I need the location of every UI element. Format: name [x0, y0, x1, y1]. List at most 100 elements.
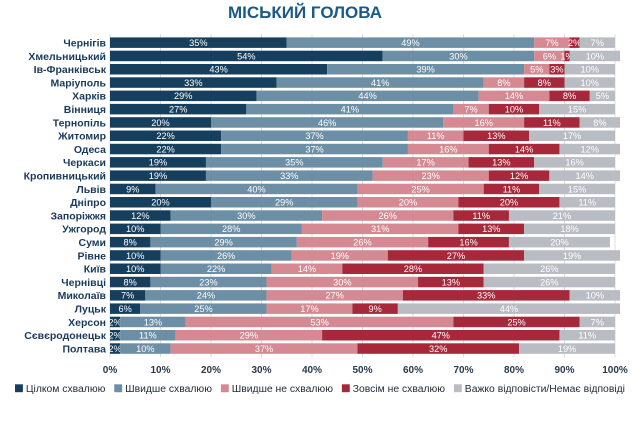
data-label: 11%	[472, 211, 490, 221]
bar-segment	[110, 37, 287, 48]
bar-segment	[120, 343, 171, 354]
bar-segment	[155, 183, 358, 195]
bar-segment	[110, 263, 161, 274]
data-label: 20%	[500, 198, 518, 208]
bar-segment	[110, 170, 206, 181]
data-label: 27%	[447, 251, 465, 261]
data-label: 11%	[578, 331, 596, 341]
bar-segment	[211, 197, 358, 208]
data-label: 18%	[560, 224, 578, 234]
bar-segment	[150, 236, 297, 248]
bar-segment	[327, 64, 525, 75]
category-label: Львів	[76, 184, 106, 196]
bar-segment	[458, 197, 560, 208]
category-label: Сєвєродонецьк	[24, 330, 106, 342]
data-label: 5%	[530, 65, 543, 75]
bar-segment	[508, 210, 615, 221]
data-label: 44%	[500, 304, 518, 314]
data-label: 7%	[591, 38, 604, 48]
bar-row: 19% 33% 23% 12% 14%	[110, 170, 621, 181]
category-label: Дніпро	[70, 197, 106, 209]
bar-segment	[407, 143, 489, 155]
category-label: Київ	[84, 264, 107, 276]
bar-segment	[357, 183, 484, 195]
bar-segment	[160, 250, 292, 261]
data-label: 10%	[126, 224, 144, 234]
bar-segment	[221, 130, 408, 141]
data-label: 26%	[540, 264, 558, 274]
bar-segment	[352, 303, 398, 314]
data-label: 10%	[136, 344, 154, 354]
bar-segment	[549, 170, 621, 181]
category-label: Одеса	[74, 144, 106, 156]
bar-segment	[185, 316, 454, 328]
data-label: 16%	[565, 158, 583, 168]
bar-segment	[145, 290, 267, 301]
data-label: 26%	[217, 251, 235, 261]
bar-segment	[539, 183, 615, 195]
bar-segment	[276, 77, 484, 88]
data-label: 7%	[545, 38, 558, 48]
data-label: 27%	[326, 291, 344, 301]
data-label: 11%	[543, 118, 561, 128]
bar-segment	[342, 263, 484, 274]
x-tick-label: 20%	[201, 365, 221, 376]
data-label: 29%	[240, 331, 258, 341]
x-tick-label: 100%	[602, 365, 628, 376]
data-label: 24%	[197, 291, 215, 301]
data-label: 54%	[237, 51, 255, 61]
bar-segment	[110, 236, 151, 248]
data-label: 8%	[497, 78, 510, 88]
legend-item: Швидше схвалюю	[114, 384, 212, 395]
bar-segment	[559, 143, 621, 155]
data-label: 23%	[421, 171, 439, 181]
bar-segment	[534, 37, 570, 48]
data-label: 13%	[487, 131, 505, 141]
data-label: 13%	[482, 224, 500, 234]
data-label: 31%	[371, 224, 389, 234]
category-label: Херсон	[68, 317, 106, 329]
legend-swatch	[15, 384, 23, 393]
data-label: 8%	[563, 91, 576, 101]
bar-segment	[322, 330, 560, 341]
x-tick-label: 60%	[403, 365, 423, 376]
bar-segment	[110, 183, 156, 195]
data-label: 25%	[194, 304, 212, 314]
data-label: 8%	[538, 78, 551, 88]
bar-segment	[110, 290, 146, 301]
data-label: 11%	[427, 131, 445, 141]
data-label: 37%	[255, 344, 273, 354]
bar-segment	[110, 276, 151, 288]
legend-swatch	[220, 384, 229, 393]
bar-row: 8% 29% 26% 16% 20%	[110, 236, 610, 248]
bar-segment	[120, 330, 176, 341]
data-label: 13%	[492, 158, 510, 168]
data-label: 26%	[379, 211, 397, 221]
bar-segment	[291, 250, 388, 261]
data-label: 11%	[139, 331, 157, 341]
data-label: 6%	[543, 51, 556, 61]
data-label: 26%	[540, 277, 558, 287]
bar-segment	[579, 117, 621, 128]
legend-label: Швидше схвалюю	[125, 384, 212, 395]
data-label: 30%	[449, 51, 467, 61]
data-label: 13%	[442, 277, 460, 287]
bar-row: 22% 37% 16% 14% 12%	[110, 143, 621, 155]
data-label: 8%	[593, 118, 606, 128]
data-label: 22%	[156, 131, 174, 141]
data-label: 37%	[305, 131, 323, 141]
data-label: 53%	[310, 317, 328, 327]
bar-segment	[266, 303, 353, 314]
bar-segment	[407, 130, 464, 141]
data-label: 7%	[591, 317, 604, 327]
data-label: 22%	[156, 144, 174, 154]
category-label: Чернівці	[61, 277, 106, 289]
bar-segment	[524, 250, 621, 261]
data-label: 11%	[503, 184, 521, 194]
bar-segment	[382, 157, 469, 168]
category-label: Миколаїв	[58, 290, 107, 302]
data-label: 47%	[432, 331, 450, 341]
data-label: 17%	[416, 158, 434, 168]
bar-segment	[402, 290, 570, 301]
